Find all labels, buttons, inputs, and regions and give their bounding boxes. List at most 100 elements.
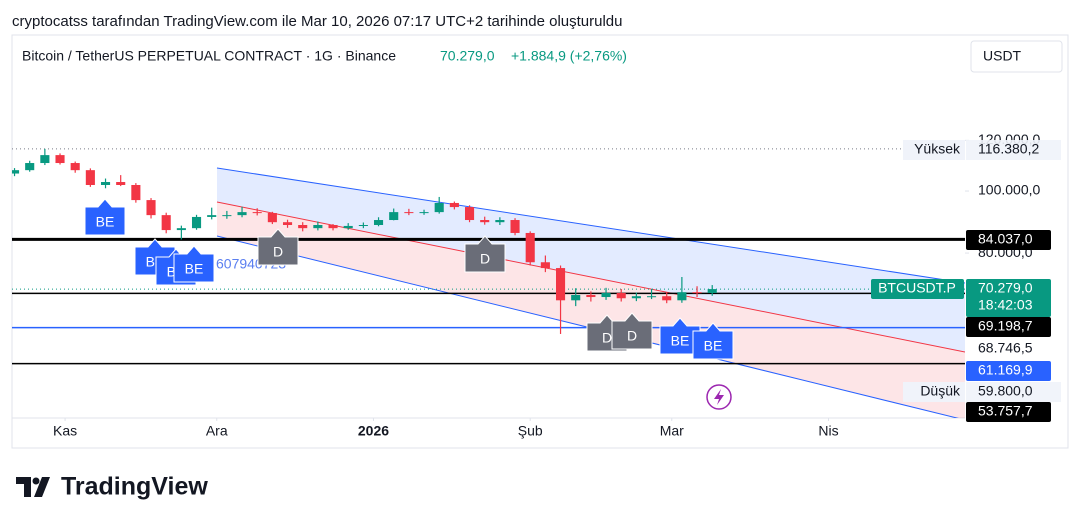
y-tick-label: 100.000,0 — [978, 182, 1040, 198]
candle-body — [358, 225, 368, 227]
candle-body — [571, 294, 581, 301]
marker-label: BE — [671, 333, 690, 349]
marker-shape — [257, 228, 299, 266]
candle-body — [510, 220, 520, 233]
level-name: Düşük — [920, 383, 961, 399]
channel-upper-band — [217, 168, 965, 352]
channel-upper-line — [216, 167, 965, 284]
price-change: +1.884,9 (+2,76%) — [511, 48, 627, 64]
price-label: 59.800,0 — [978, 383, 1033, 399]
candle-body — [631, 296, 641, 299]
marker-label: BE — [96, 214, 115, 230]
candle-body — [55, 155, 65, 164]
logo-t — [16, 477, 31, 497]
candle-body — [85, 170, 95, 185]
candle-body — [328, 225, 338, 229]
marker-shape — [464, 235, 506, 273]
candle-body — [692, 292, 702, 294]
candle-body — [343, 225, 353, 229]
candle-body — [555, 268, 566, 301]
brand: TradingView — [61, 473, 208, 501]
candle-body — [207, 215, 217, 217]
currency-box[interactable] — [970, 40, 1063, 73]
candle-body — [434, 202, 444, 213]
candle-body — [389, 212, 399, 221]
marker-label: D — [480, 251, 490, 267]
caption: cryptocatss tarafından TradingView.com i… — [12, 13, 622, 30]
candle-body — [601, 292, 611, 298]
x-tick-label: Mar — [660, 423, 684, 439]
currency[interactable]: USDT — [983, 48, 1022, 64]
marker-shape — [659, 317, 701, 355]
candle-body — [70, 163, 80, 171]
candle-body — [116, 182, 126, 185]
price-label-bg — [966, 279, 1051, 317]
candle-body — [662, 296, 672, 301]
candle-body — [12, 170, 20, 174]
price-label-bg — [966, 382, 1061, 402]
candle-body — [100, 182, 111, 185]
level-name: Yüksek — [914, 141, 961, 157]
candle-body — [161, 215, 171, 231]
price-label: 53.757,7 — [978, 403, 1033, 419]
brand-logo: TradingView — [16, 473, 208, 501]
candle-body — [222, 215, 232, 217]
x-tick-label: Nis — [818, 423, 838, 439]
marker-label: D — [627, 328, 637, 344]
candle-body — [646, 296, 657, 298]
marker-label: BE — [185, 261, 204, 277]
candle-body — [131, 184, 141, 201]
price-label-bg — [966, 402, 1051, 422]
logo-dot — [32, 477, 40, 485]
marker-shape — [692, 322, 734, 360]
x-tick-label: Şub — [518, 423, 543, 439]
candle-body — [176, 228, 186, 231]
countdown: 18:42:03 — [978, 297, 1033, 313]
level-name-bg — [903, 140, 965, 160]
marker-shape — [173, 245, 215, 283]
candle-body — [146, 200, 156, 216]
candle-body — [677, 292, 687, 301]
candle-body — [298, 225, 308, 229]
symbol-label-bg — [871, 279, 964, 299]
price-label: 116.380,2 — [978, 141, 1039, 157]
candle-body — [449, 202, 459, 208]
candle-body — [616, 292, 626, 299]
candle-body — [191, 216, 202, 229]
candle-body — [373, 220, 384, 226]
price-label-bg — [966, 361, 1051, 381]
candle-body — [313, 225, 323, 229]
price-label-bg — [966, 230, 1051, 250]
marker-label: D — [602, 330, 612, 346]
candle-body — [282, 222, 293, 226]
price-label: 69.198,7 — [978, 318, 1033, 334]
logo-v — [34, 477, 50, 497]
price-label: 61.169,9 — [978, 362, 1033, 378]
price-label: 68.746,5 — [978, 340, 1033, 356]
marker-label: D — [273, 244, 283, 260]
price-label: 70.279,0 — [978, 280, 1033, 296]
x-tick-label: Kas — [53, 423, 77, 439]
candle-body — [586, 294, 596, 298]
candle-body — [464, 207, 475, 221]
candle-body — [404, 212, 414, 214]
candle-body — [267, 213, 277, 223]
candle-body — [237, 212, 247, 216]
chart-frame — [11, 34, 1069, 449]
x-tick-label: 2026 — [358, 423, 389, 439]
price-label-bg — [966, 317, 1051, 337]
candle-body — [495, 220, 505, 223]
price-label: 84.037,0 — [978, 231, 1033, 247]
candle-body — [525, 232, 535, 263]
chart-title: Bitcoin / TetherUS PERPETUAL CONTRACT · … — [22, 48, 396, 64]
candle-body — [480, 220, 490, 223]
candle-body — [540, 262, 550, 269]
price-label-bg — [966, 339, 1061, 359]
level-name-bg — [903, 382, 965, 402]
marker-shape — [84, 198, 126, 236]
candle-body — [252, 212, 262, 214]
candle-body — [707, 289, 717, 293]
x-tick-label: Ara — [206, 423, 228, 439]
marker-label: BE — [704, 338, 723, 354]
